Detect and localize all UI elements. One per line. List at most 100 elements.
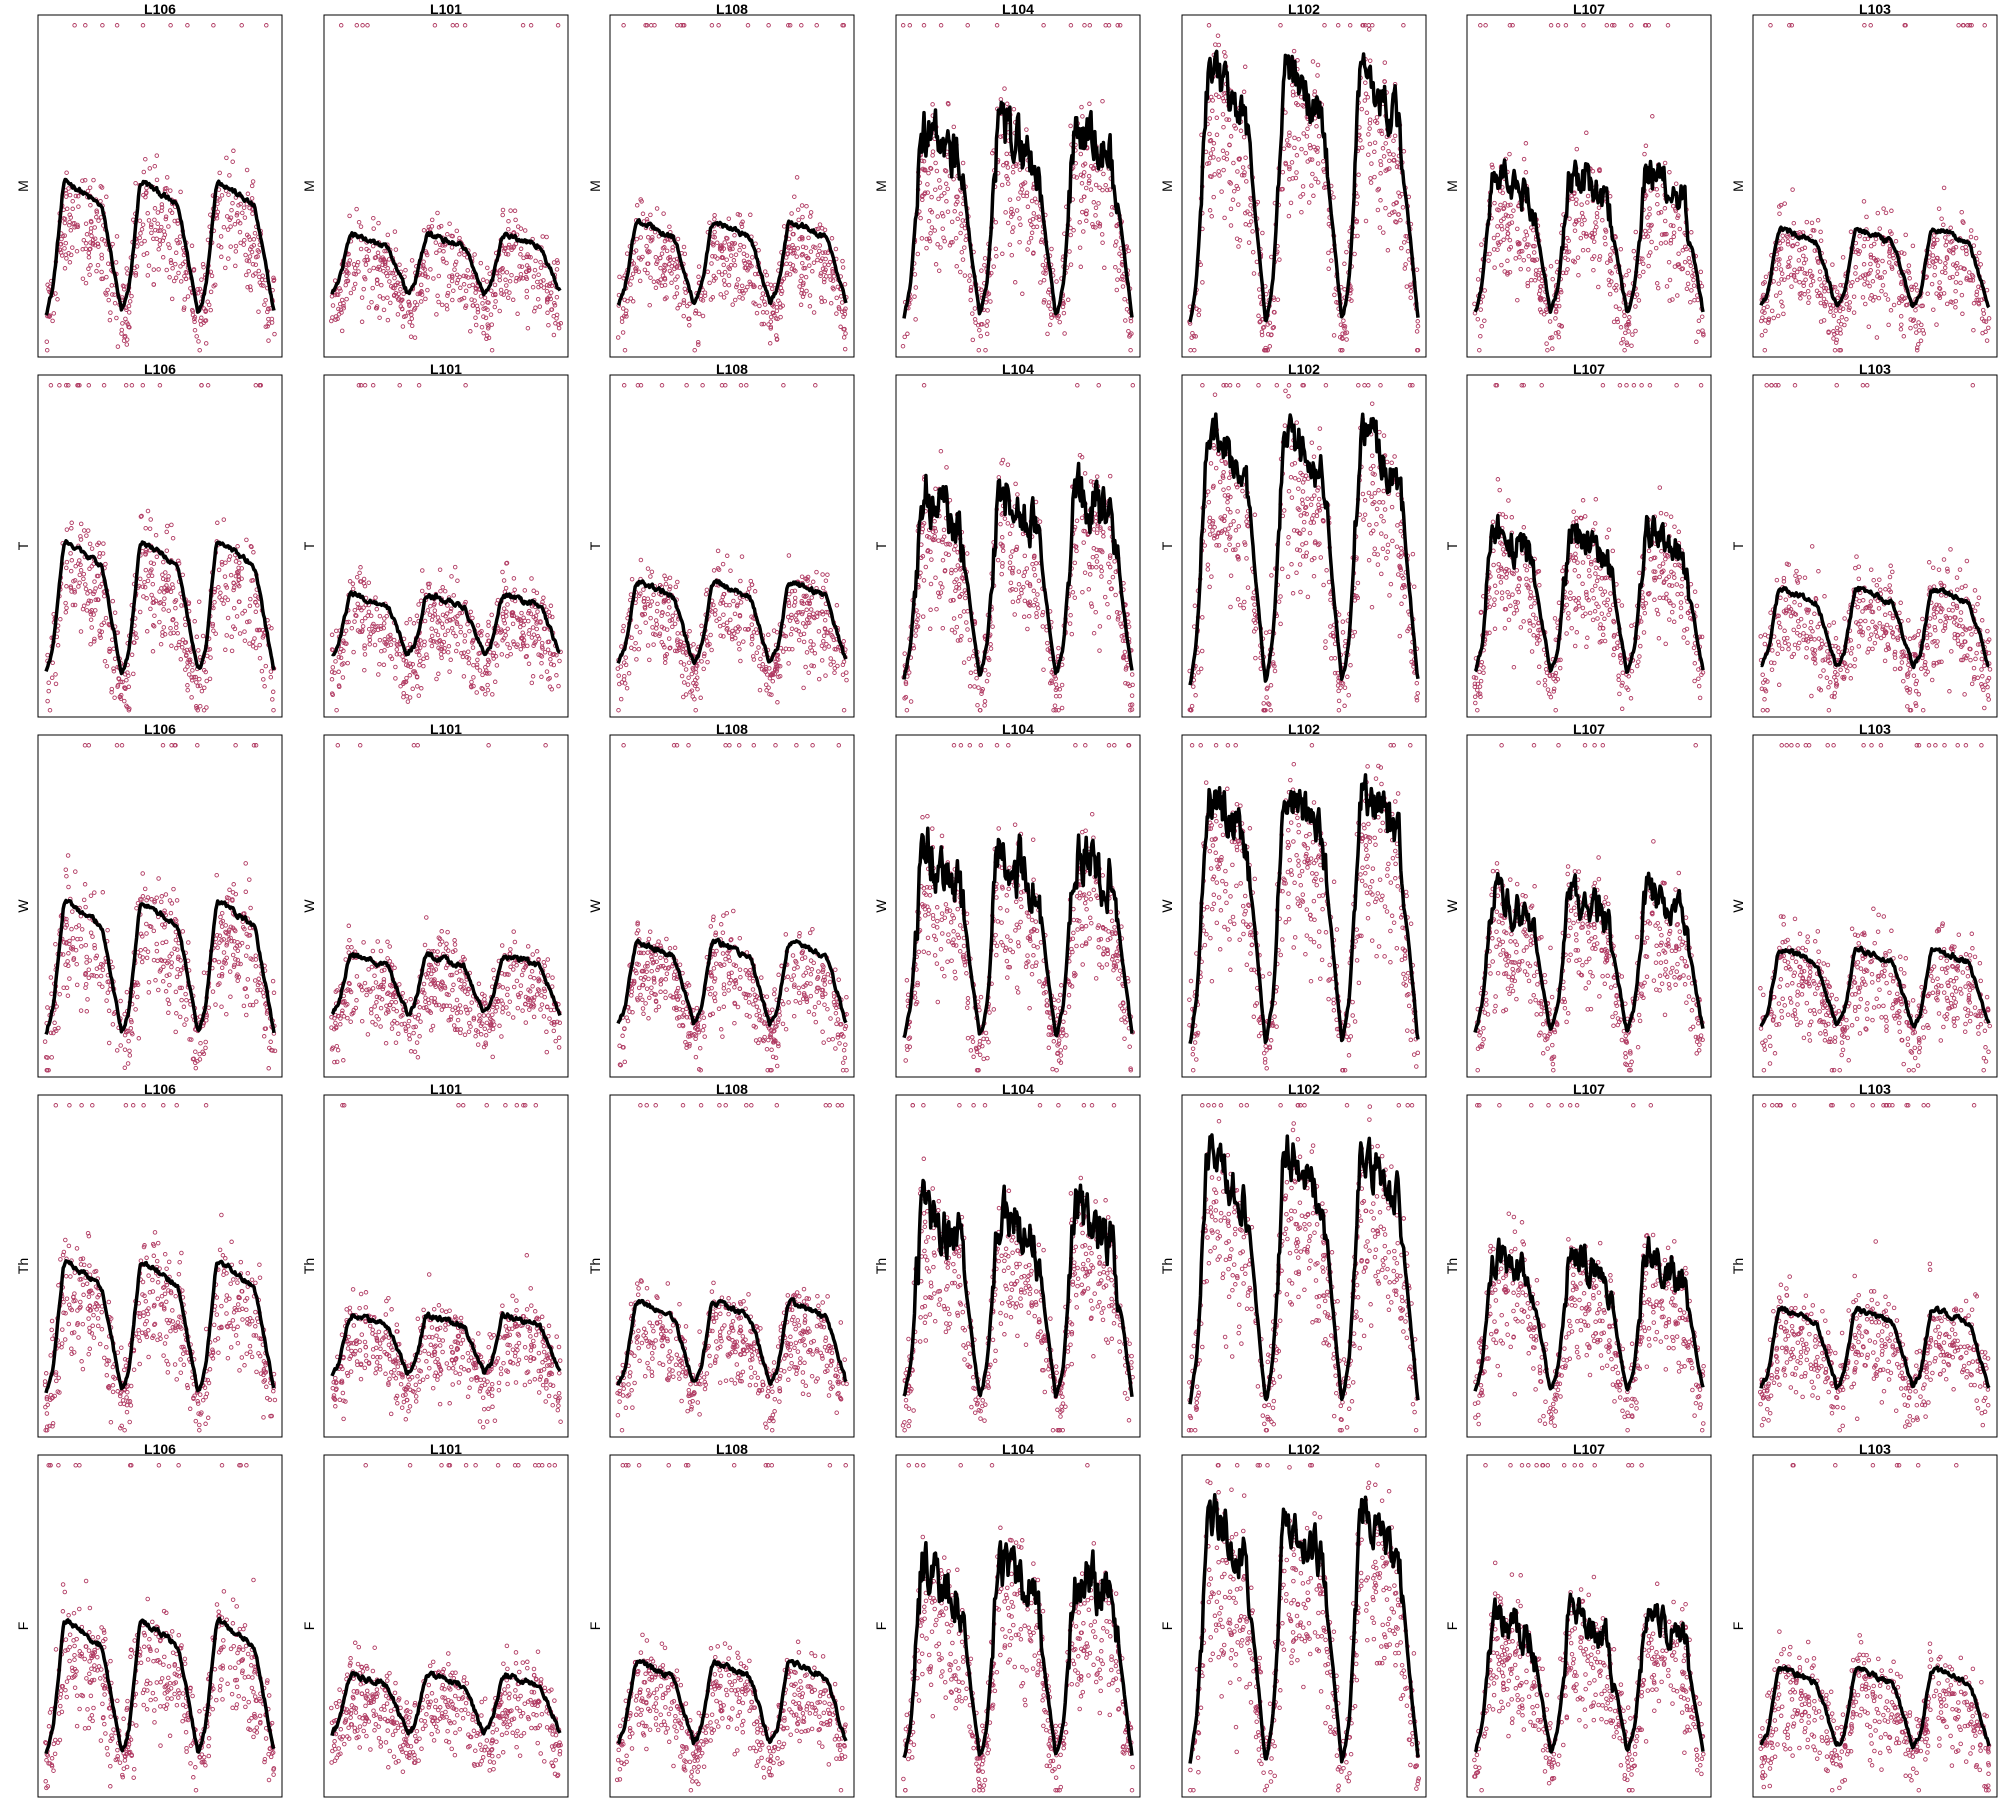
data-point: [465, 268, 470, 273]
data-point: [82, 177, 88, 183]
panel-title: L106: [144, 1, 176, 17]
data-point: [659, 251, 665, 256]
data-point: [506, 245, 511, 250]
data-point: [385, 266, 391, 271]
data-point: [347, 213, 352, 219]
data-point: [159, 224, 164, 230]
data-point: [346, 261, 351, 266]
data-point: [524, 294, 530, 300]
panel-row-label: M: [1159, 180, 1175, 192]
data-point: [437, 248, 442, 253]
data-point: [395, 312, 401, 317]
data-point: [544, 288, 550, 294]
panel-row-label: M: [15, 180, 31, 192]
data-point: [100, 23, 105, 28]
data-point: [434, 312, 439, 317]
data-point: [664, 295, 669, 300]
data-point: [414, 302, 420, 308]
data-point: [506, 242, 512, 248]
panel-title: L104: [1002, 1, 1034, 17]
data-point: [518, 246, 524, 252]
data-point: [152, 217, 157, 223]
data-point: [497, 277, 502, 283]
data-point: [75, 193, 81, 199]
panel-title: L101: [430, 361, 462, 377]
data-point: [367, 268, 372, 273]
data-point: [428, 267, 433, 272]
data-point: [459, 296, 464, 302]
data-point: [768, 324, 774, 330]
data-point: [256, 309, 261, 314]
data-point: [483, 315, 489, 321]
data-point: [392, 229, 398, 234]
data-point: [535, 296, 541, 302]
data-point: [139, 241, 144, 246]
data-point: [526, 254, 531, 260]
data-point: [263, 324, 269, 329]
panel-title: L101: [430, 1, 462, 17]
data-point: [541, 285, 547, 290]
data-point: [531, 274, 537, 279]
data-point: [431, 276, 436, 281]
data-point: [166, 224, 171, 229]
data-point: [96, 244, 101, 249]
data-point: [473, 290, 478, 295]
data-point: [429, 217, 435, 223]
data-point: [203, 318, 209, 323]
data-point: [249, 249, 255, 255]
data-point: [151, 236, 156, 242]
data-point: [409, 323, 415, 329]
data-point: [463, 288, 469, 294]
data-point: [475, 307, 481, 312]
data-point: [352, 281, 358, 287]
data-point: [103, 290, 108, 296]
data-point: [509, 247, 514, 253]
data-point: [169, 296, 175, 302]
data-point: [168, 188, 173, 193]
data-point: [484, 333, 490, 339]
data-point: [343, 282, 348, 288]
data-point: [234, 213, 240, 218]
data-point: [239, 23, 244, 28]
data-point: [445, 293, 450, 298]
data-point: [211, 283, 216, 289]
panel-row-label: M: [1444, 180, 1460, 192]
data-point: [70, 206, 75, 212]
data-point: [381, 307, 387, 313]
data-point: [503, 277, 508, 283]
data-point: [480, 277, 486, 283]
data-point: [520, 23, 526, 28]
data-point: [537, 304, 543, 309]
data-point: [257, 280, 263, 285]
data-point: [55, 297, 60, 302]
data-point: [50, 318, 55, 324]
data-point: [241, 205, 247, 210]
data-point: [44, 339, 50, 344]
data-point: [104, 194, 109, 200]
data-point: [121, 287, 127, 292]
data-point: [155, 221, 160, 226]
data-point: [87, 185, 93, 190]
data-point: [481, 330, 486, 336]
data-point: [245, 191, 251, 197]
data-point: [506, 218, 511, 224]
data-point: [256, 249, 262, 254]
data-point: [88, 229, 94, 235]
data-point: [555, 23, 561, 28]
data-point: [264, 23, 269, 28]
data-point: [538, 265, 544, 271]
data-point: [168, 258, 174, 263]
panel-row-label: M: [873, 180, 889, 192]
data-point: [67, 192, 73, 198]
data-point: [421, 228, 427, 233]
data-point: [385, 232, 391, 238]
data-point: [224, 155, 229, 161]
data-point: [480, 301, 485, 306]
data-point: [149, 222, 154, 227]
data-point: [154, 153, 160, 158]
data-point: [436, 273, 442, 279]
data-point: [219, 193, 225, 198]
data-point: [392, 286, 397, 291]
data-point: [67, 260, 73, 265]
